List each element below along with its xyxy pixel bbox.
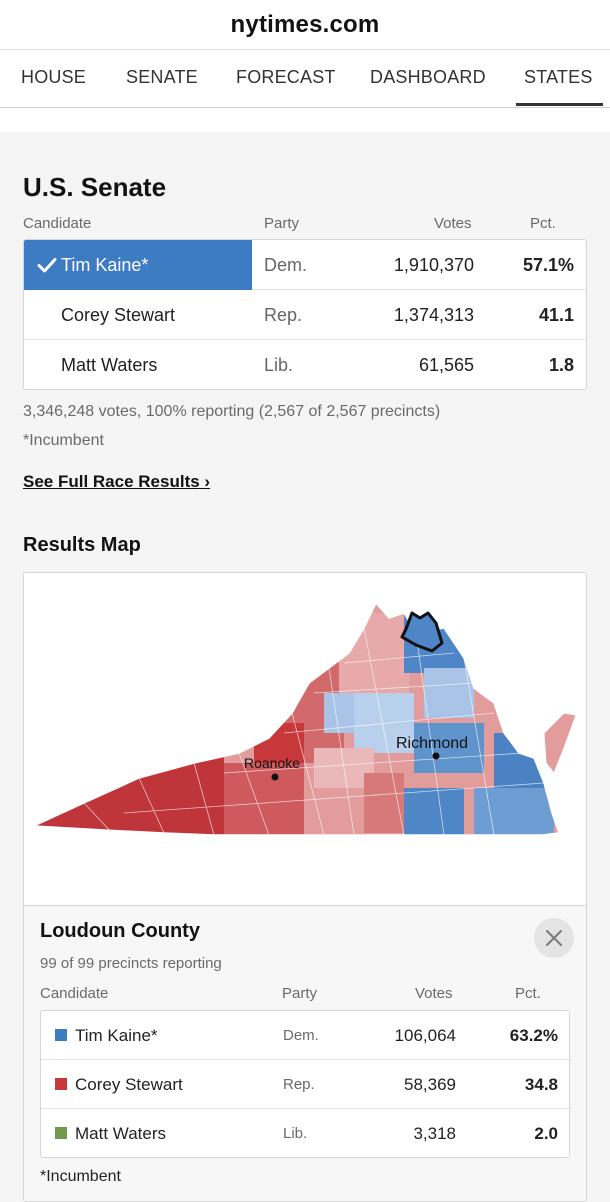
candidate-pct: 2.0	[534, 1123, 558, 1143]
candidate-pct: 1.8	[548, 354, 574, 375]
full-results-link[interactable]: See Full Race Results ›	[23, 472, 210, 492]
rep-color-swatch	[55, 1078, 67, 1090]
incumbent-note: *Incumbent	[23, 432, 104, 449]
divider-band	[0, 108, 610, 132]
results-map-card: Roanoke Richmond Loudoun County 99 of 99…	[23, 572, 587, 1202]
table-row: Matt Waters Lib. 3,318 2.0	[41, 1109, 571, 1158]
tab-dashboard[interactable]: DASHBOARD	[370, 66, 486, 87]
col-candidate: Candidate	[23, 215, 92, 232]
full-results-link-text: See Full Race Results	[23, 472, 200, 491]
col-party: Party	[264, 215, 300, 232]
col-votes: Votes	[434, 215, 472, 232]
table-row: Tim Kaine* Dem. 106,064 63.2%	[41, 1011, 571, 1060]
reporting-summary: 3,346,248 votes, 100% reporting (2,567 o…	[23, 403, 441, 420]
lib-color-swatch	[55, 1127, 67, 1139]
candidate-name: Corey Stewart	[75, 1074, 183, 1094]
candidate-pct: 34.8	[524, 1074, 558, 1094]
county-precincts: 99 of 99 precincts reporting	[40, 955, 222, 972]
dem-color-swatch	[55, 1029, 67, 1041]
candidate-name: Matt Waters	[75, 1123, 166, 1143]
county-results-table: Tim Kaine* Dem. 106,064 63.2% Corey Stew…	[40, 1010, 571, 1158]
candidate-votes: 1,374,313	[393, 304, 474, 325]
candidate-pct: 57.1%	[522, 254, 574, 275]
section-nav: HOUSE SENATE FORECAST DASHBOARD STATES	[0, 50, 610, 108]
candidate-name: Matt Waters	[61, 354, 158, 375]
candidate-name: Tim Kaine*	[61, 254, 149, 275]
candidate-party: Rep.	[264, 304, 303, 325]
map-title: Results Map	[23, 534, 141, 556]
results-table: Tim Kaine* Dem. 1,910,370 57.1% Corey St…	[23, 239, 587, 390]
tab-senate[interactable]: SENATE	[126, 66, 198, 87]
table-row: Corey Stewart Rep. 58,369 34.8	[41, 1060, 571, 1109]
candidate-name: Tim Kaine*	[75, 1025, 158, 1045]
winner-highlight	[24, 240, 252, 290]
chevron-right-icon: ›	[204, 472, 211, 491]
candidate-pct: 63.2%	[509, 1025, 558, 1045]
county-name: Loudoun County	[40, 920, 200, 942]
close-icon	[546, 930, 562, 946]
candidate-votes: 58,369	[404, 1074, 456, 1094]
candidate-party: Lib.	[283, 1125, 308, 1142]
county-col-votes: Votes	[415, 985, 453, 1002]
candidate-party: Dem.	[283, 1027, 319, 1044]
city-marker-roanoke	[271, 773, 279, 781]
highlighted-county-outline	[400, 611, 444, 653]
candidate-party: Lib.	[264, 354, 294, 375]
candidate-name: Corey Stewart	[61, 304, 176, 325]
candidate-votes: 61,565	[418, 354, 474, 375]
county-col-party: Party	[282, 985, 318, 1002]
candidate-pct: 41.1	[538, 304, 574, 325]
tab-states[interactable]: STATES	[516, 50, 603, 106]
table-row: Matt Waters Lib. 61,565 1.8	[24, 340, 586, 389]
virginia-county-map[interactable]: Roanoke Richmond	[24, 573, 587, 903]
close-button[interactable]	[534, 918, 574, 958]
browser-address-bar[interactable]: nytimes.com	[0, 0, 610, 50]
col-pct: Pct.	[530, 215, 556, 232]
table-row: Tim Kaine* Dem. 1,910,370 57.1%	[24, 240, 586, 290]
county-detail-panel: Loudoun County 99 of 99 precincts report…	[24, 905, 586, 1201]
city-marker-richmond	[432, 752, 440, 760]
candidate-party: Dem.	[264, 254, 308, 275]
county-col-candidate: Candidate	[40, 985, 109, 1002]
table-row: Corey Stewart Rep. 1,374,313 41.1	[24, 290, 586, 340]
candidate-votes: 3,318	[413, 1123, 456, 1143]
county-col-pct: Pct.	[515, 985, 541, 1002]
checkmark-icon	[37, 258, 57, 273]
tab-house[interactable]: HOUSE	[21, 66, 87, 87]
race-title: U.S. Senate	[23, 172, 167, 202]
candidate-party: Rep.	[283, 1076, 315, 1093]
tab-forecast[interactable]: FORECAST	[236, 66, 336, 87]
county-incumbent-note: *Incumbent	[40, 1168, 121, 1185]
city-label-roanoke: Roanoke	[244, 755, 300, 771]
candidate-votes: 1,910,370	[393, 254, 474, 275]
candidate-votes: 106,064	[394, 1025, 456, 1045]
site-domain: nytimes.com	[230, 10, 380, 38]
city-label-richmond: Richmond	[396, 735, 468, 752]
